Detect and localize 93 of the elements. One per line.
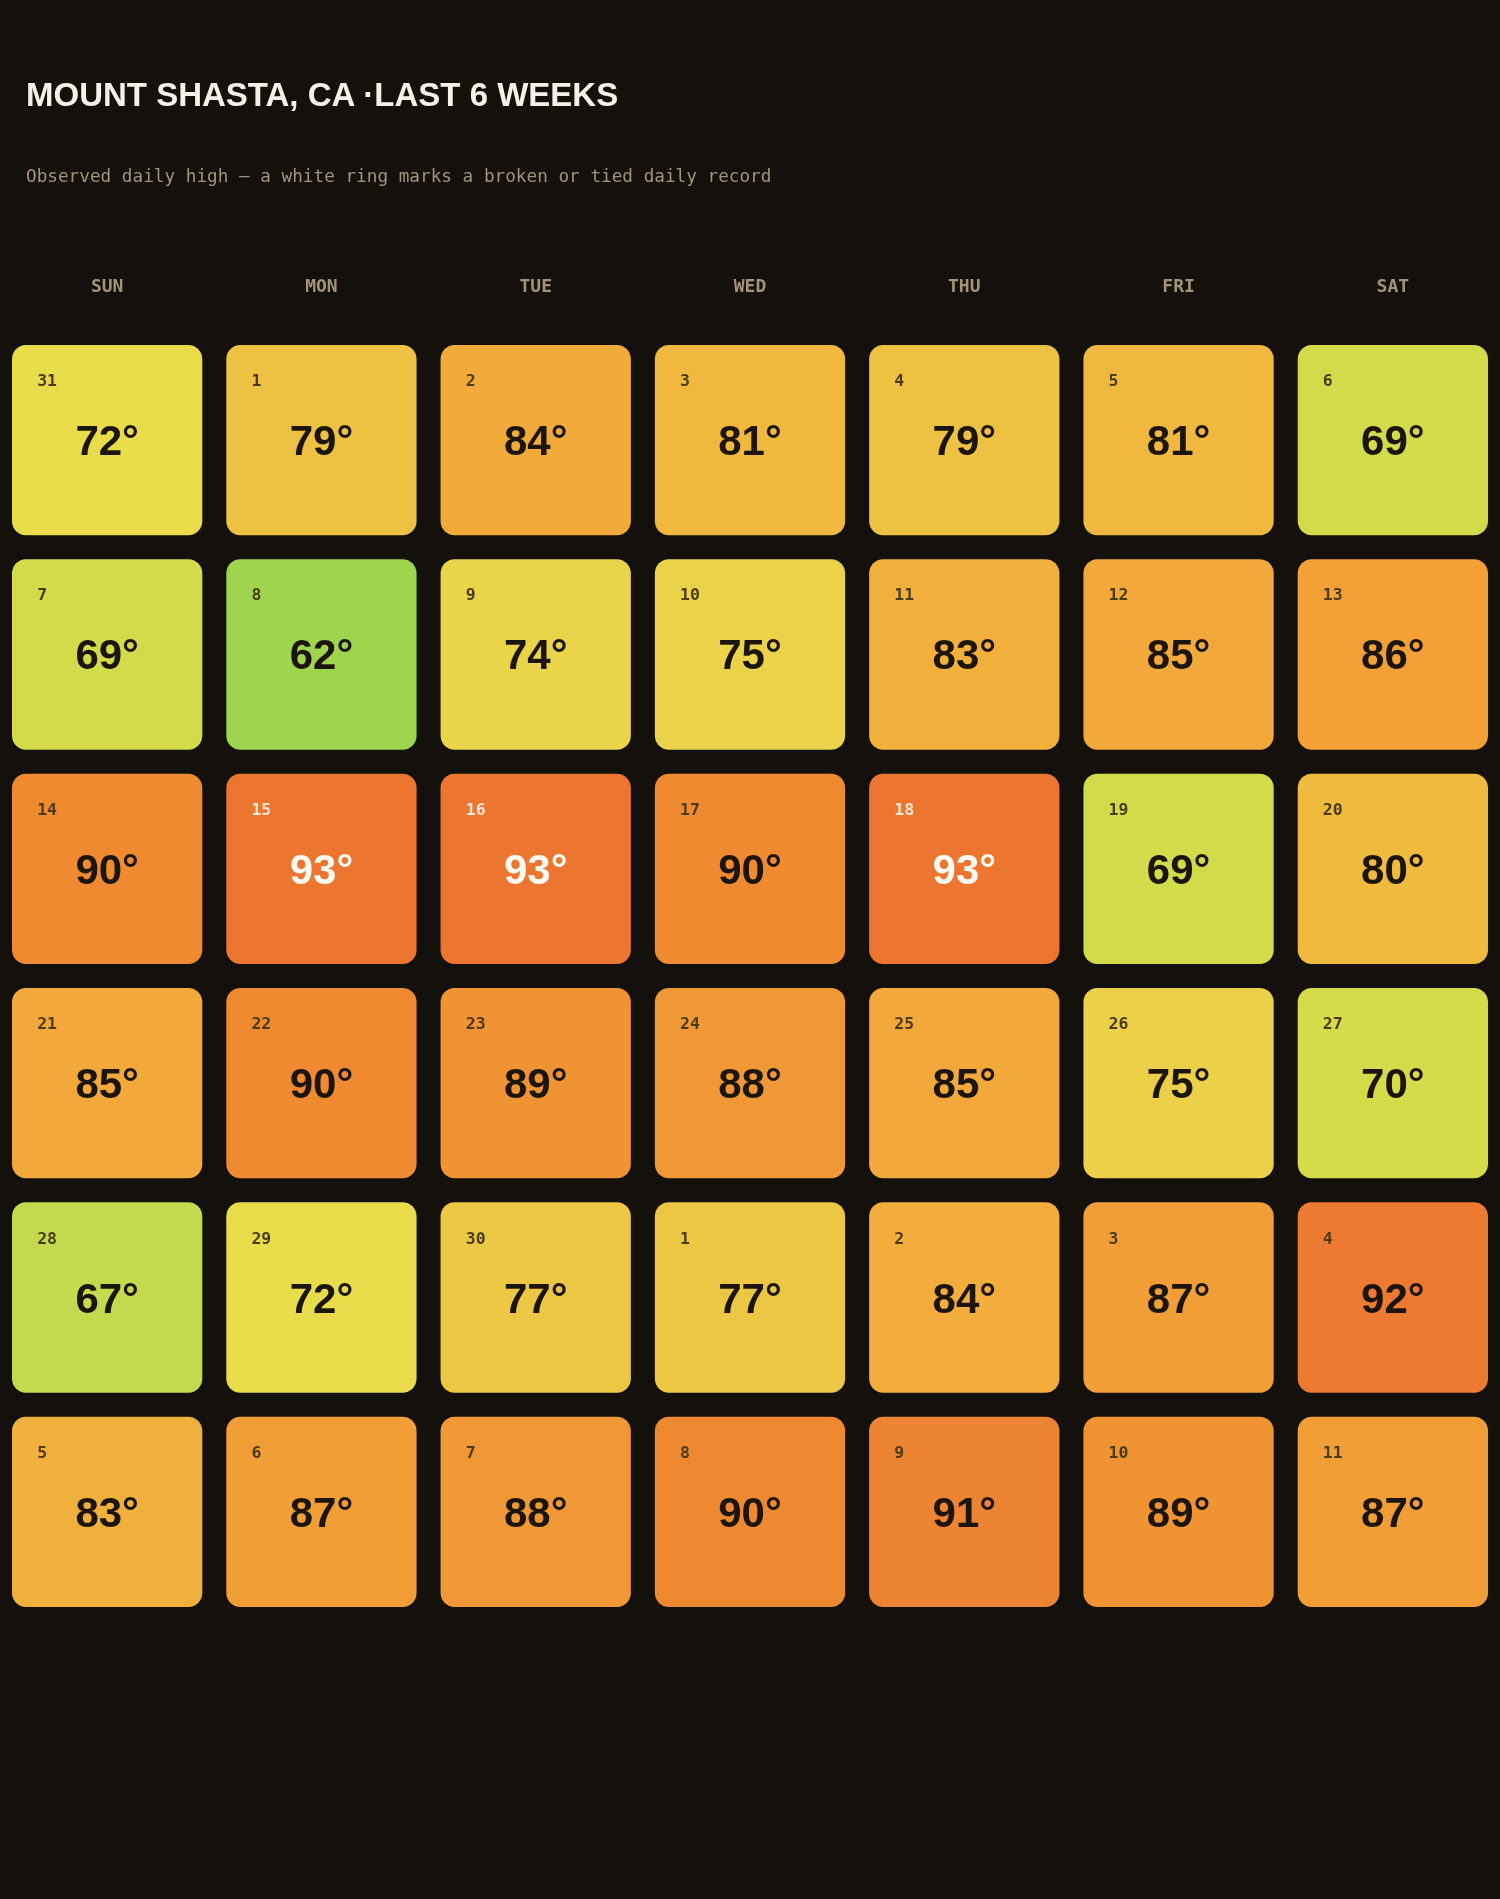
annotation: 31	[37, 371, 58, 391]
data-label: 89°	[503, 1060, 568, 1108]
data-label: 69°	[1146, 845, 1211, 893]
data-label: 72°	[75, 417, 139, 465]
data-label: 79°	[932, 417, 997, 465]
annotation: 2	[894, 1228, 905, 1248]
data-label: 91°	[932, 1488, 997, 1536]
data-label: 87°	[1146, 1274, 1211, 1322]
annotation: 27	[1322, 1014, 1343, 1034]
annotation: 17	[680, 799, 700, 819]
annotation: 10	[680, 585, 700, 605]
data-label: 90°	[718, 845, 782, 893]
x-tick-label: WED	[733, 274, 767, 296]
annotation: 6	[251, 1442, 262, 1462]
data-label: 79°	[289, 417, 354, 465]
chart-title: MOUNT SHASTA, CA ·LAST 6 WEEKS	[26, 76, 619, 114]
data-label: 83°	[75, 1488, 139, 1536]
annotation: 6	[1322, 371, 1333, 391]
x-tick-label: SAT	[1376, 274, 1410, 296]
annotation: 14	[37, 799, 58, 819]
annotation: 15	[251, 799, 272, 819]
annotation: 10	[1108, 1442, 1129, 1462]
annotation: 23	[465, 1014, 486, 1034]
data-label: 88°	[718, 1060, 782, 1108]
data-label: 85°	[75, 1060, 139, 1108]
annotation: 20	[1322, 799, 1343, 819]
annotation: 11	[894, 585, 915, 605]
data-label: 70°	[1361, 1060, 1425, 1108]
annotation: 11	[1322, 1442, 1343, 1462]
data-label: 75°	[718, 631, 782, 679]
annotation: 24	[680, 1014, 700, 1034]
data-label: 87°	[1361, 1488, 1425, 1536]
data-label: 74°	[503, 631, 568, 679]
data-label: 84°	[932, 1274, 997, 1322]
x-tick-label: THU	[948, 274, 981, 296]
x-tick-label: SUN	[90, 274, 124, 296]
annotation: 8	[251, 585, 262, 605]
data-label: 77°	[718, 1274, 782, 1322]
data-label: 69°	[1361, 417, 1425, 465]
annotation: 28	[37, 1228, 58, 1248]
annotation: 2	[465, 371, 476, 391]
annotation: 3	[1108, 1228, 1119, 1248]
annotation: 30	[465, 1228, 486, 1248]
data-label: 75°	[1146, 1060, 1211, 1108]
data-label: 81°	[1146, 417, 1211, 465]
annotation: 1	[680, 1228, 690, 1248]
data-label: 88°	[503, 1488, 568, 1536]
data-label: 93°	[289, 845, 354, 893]
annotation: 4	[894, 371, 905, 391]
x-tick-label: TUE	[519, 274, 552, 296]
annotation: 9	[465, 585, 476, 605]
data-label: 69°	[75, 631, 139, 679]
data-label: 86°	[1361, 631, 1425, 679]
annotation: 16	[465, 799, 486, 819]
data-label: 85°	[932, 1060, 997, 1108]
annotation: 21	[37, 1014, 58, 1034]
data-label: 72°	[289, 1274, 354, 1322]
annotation: 5	[1108, 371, 1119, 391]
annotation: 3	[680, 371, 690, 391]
annotation: 19	[1108, 799, 1129, 819]
data-label: 83°	[932, 631, 997, 679]
chart-subtitle: Observed daily high — a white ring marks a broken or tied daily record	[26, 166, 772, 187]
data-label: 85°	[1146, 631, 1211, 679]
data-label: 90°	[718, 1488, 782, 1536]
data-label: 89°	[1146, 1488, 1211, 1536]
annotation: 7	[465, 1442, 476, 1462]
data-label: 80°	[1361, 845, 1425, 893]
annotation: 26	[1108, 1014, 1129, 1034]
data-label: 87°	[289, 1488, 354, 1536]
x-tick-label: MON	[305, 274, 338, 296]
annotation: 22	[251, 1014, 272, 1034]
annotation: 8	[680, 1442, 690, 1462]
data-label: 81°	[718, 417, 782, 465]
data-label: 62°	[289, 631, 354, 679]
annotation: 7	[37, 585, 48, 605]
annotation: 9	[894, 1442, 905, 1462]
data-label: 90°	[75, 845, 139, 893]
annotation: 18	[894, 799, 915, 819]
data-label: 90°	[289, 1060, 354, 1108]
x-tick-label: FRI	[1162, 274, 1195, 296]
annotation: 25	[894, 1014, 915, 1034]
annotation: 12	[1108, 585, 1129, 605]
data-label: 67°	[75, 1274, 139, 1322]
data-label: 93°	[932, 845, 997, 893]
data-label: 92°	[1361, 1274, 1425, 1322]
data-label: 77°	[503, 1274, 568, 1322]
annotation: 5	[37, 1442, 48, 1462]
annotation: 29	[251, 1228, 272, 1248]
data-label: 93°	[503, 845, 568, 893]
annotation: 13	[1322, 585, 1343, 605]
annotation: 1	[251, 371, 262, 391]
annotation: 4	[1322, 1228, 1333, 1248]
data-label: 84°	[503, 417, 568, 465]
